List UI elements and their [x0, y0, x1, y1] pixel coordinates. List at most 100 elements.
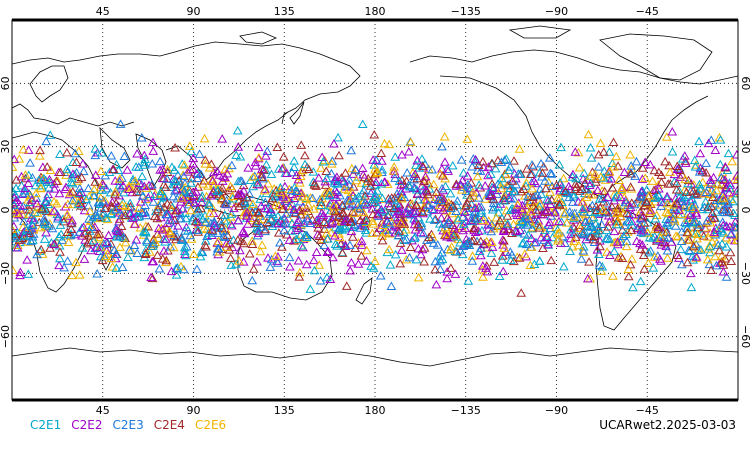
observation-triangle [720, 175, 731, 184]
observation-triangle [80, 228, 90, 238]
observation-triangle [392, 188, 402, 198]
observation-triangle [543, 239, 553, 249]
observation-triangle [552, 193, 563, 202]
observation-triangle [413, 243, 424, 253]
observation-triangle [490, 163, 501, 173]
observation-triangle [389, 203, 400, 213]
observation-triangle [635, 244, 646, 253]
observation-triangle [429, 205, 439, 214]
observation-triangle [334, 150, 344, 160]
observation-triangle [267, 213, 277, 223]
observation-triangle [29, 207, 40, 217]
observation-triangle [674, 163, 685, 172]
observation-triangle [231, 150, 242, 160]
observation-triangle [172, 263, 183, 272]
observation-triangle [504, 165, 514, 175]
legend-item-c2e1: C2E1 [30, 418, 62, 432]
observation-triangle [199, 133, 210, 143]
observation-triangle [661, 227, 672, 237]
observation-triangle [709, 227, 720, 236]
observation-triangle [185, 230, 196, 240]
observation-triangle [313, 173, 324, 182]
observation-triangle [637, 163, 648, 172]
observation-triangle [678, 201, 689, 210]
observation-triangle [40, 175, 51, 185]
lon-tick-label-bottom: 90 [187, 404, 201, 417]
observation-triangle [685, 268, 696, 278]
observation-triangle [44, 182, 54, 192]
observation-triangle [689, 155, 700, 165]
coast-scandinavia [29, 65, 69, 103]
observation-triangle [12, 242, 23, 252]
observation-triangle [12, 189, 21, 199]
observation-triangle [716, 251, 727, 260]
observation-triangle [565, 246, 575, 256]
observation-triangle [431, 279, 442, 289]
observation-triangle [612, 203, 623, 213]
observation-triangle [118, 181, 128, 190]
observation-triangle [284, 262, 295, 271]
observation-triangle [593, 162, 604, 171]
observation-triangle [345, 265, 356, 275]
observation-triangle [597, 262, 608, 271]
observation-triangle [66, 173, 77, 182]
observation-triangle [593, 228, 603, 238]
observation-triangle [328, 201, 339, 210]
lon-tick-label-bottom: 135 [274, 404, 295, 417]
observation-triangle [12, 233, 20, 242]
observation-triangle [218, 171, 228, 180]
observation-triangle [282, 230, 292, 239]
observation-triangle [159, 191, 170, 201]
observation-triangle [523, 230, 534, 239]
observation-triangle [675, 244, 686, 254]
observation-triangle [688, 186, 699, 195]
observation-triangle [701, 182, 712, 191]
observation-triangle [293, 255, 304, 265]
observation-triangle [442, 273, 453, 283]
observation-triangle [534, 201, 545, 211]
observation-triangle [543, 177, 554, 186]
observation-triangle [519, 249, 530, 258]
observation-triangle [134, 178, 145, 188]
observation-triangle [635, 213, 646, 223]
observation-triangle [183, 225, 193, 235]
observation-triangle [464, 236, 474, 246]
observation-triangle [85, 206, 95, 216]
observation-triangle [718, 267, 729, 276]
observation-triangle [217, 134, 228, 143]
observation-triangle [220, 172, 230, 182]
observation-triangle [148, 238, 159, 248]
observation-triangle [340, 223, 350, 233]
observation-triangle [188, 164, 198, 173]
observation-triangle [639, 218, 650, 227]
observation-triangle [602, 233, 613, 242]
observation-triangle [505, 255, 516, 264]
observation-triangle [467, 251, 478, 260]
observation-triangle [696, 245, 706, 254]
observation-triangle [332, 172, 342, 181]
observation-triangle [552, 228, 563, 238]
observation-triangle [67, 215, 77, 225]
observation-triangle [629, 199, 640, 209]
observation-triangle [42, 162, 53, 171]
observation-triangle [724, 187, 735, 197]
observation-triangle [711, 260, 722, 270]
observation-triangle [193, 225, 203, 234]
observation-triangle [573, 196, 584, 206]
observation-triangle [692, 229, 703, 239]
observation-triangle [578, 245, 589, 255]
observation-triangle [377, 235, 388, 245]
observation-triangle [130, 176, 141, 185]
observation-triangle [179, 187, 189, 196]
observation-triangle [505, 183, 516, 193]
observation-triangle [688, 241, 699, 251]
observation-triangle [433, 195, 444, 205]
observation-triangle [207, 225, 218, 234]
observation-triangle [705, 175, 716, 184]
observation-triangle [40, 219, 50, 228]
observation-triangle [369, 192, 380, 202]
observation-triangle [345, 201, 356, 210]
observation-triangle [54, 253, 65, 263]
observation-triangle [157, 225, 168, 234]
observation-triangle [152, 250, 163, 259]
